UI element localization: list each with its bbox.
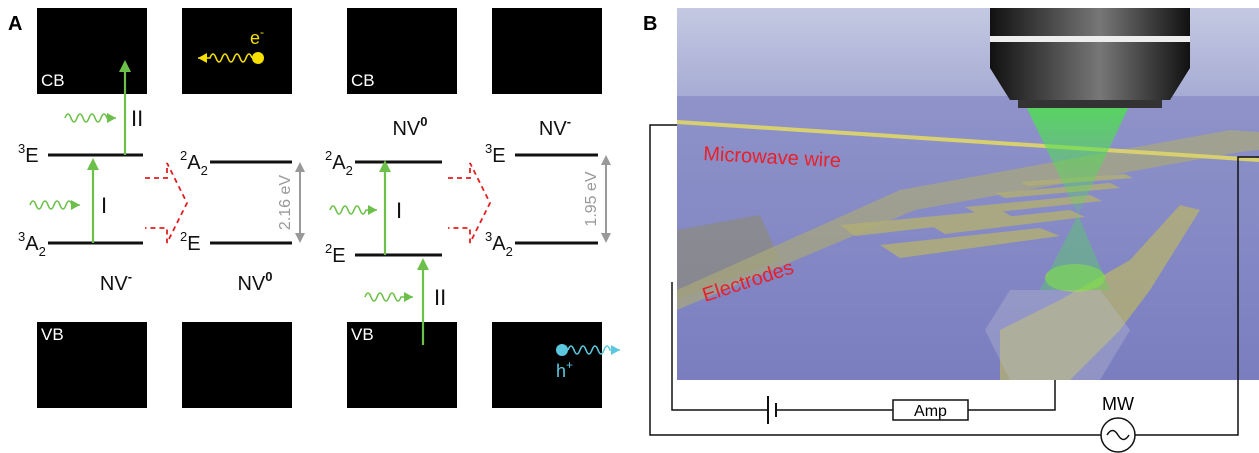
superscript: 3: [485, 141, 492, 156]
base: A: [25, 233, 39, 255]
arrowhead: [417, 258, 429, 270]
superscript: -: [260, 25, 264, 39]
gap-label: 1.95 eV: [583, 171, 600, 226]
superscript: 3: [18, 141, 25, 156]
subscript: 2: [506, 244, 513, 259]
level-label: 2E: [325, 241, 346, 267]
state-name: NV-: [100, 269, 132, 295]
superscript: 2: [180, 229, 187, 244]
amp-label: Amp: [914, 403, 947, 420]
superscript: 0: [420, 114, 427, 129]
level-label: 3A2: [18, 229, 46, 259]
level-label: 3E: [485, 141, 506, 167]
band-label: VB: [351, 325, 374, 344]
state-name: NV0: [237, 269, 272, 295]
superscript: -: [567, 114, 571, 129]
base: A: [492, 233, 506, 255]
band-box: [182, 8, 292, 94]
level-label: 2A2: [325, 148, 353, 178]
hole: [556, 344, 568, 356]
base: NV: [237, 273, 265, 295]
band-box: [182, 322, 292, 408]
base: E: [25, 145, 38, 167]
subscript: 2: [39, 244, 46, 259]
level-label: 3E: [18, 141, 39, 167]
electron: [252, 52, 264, 64]
base: NV: [392, 118, 420, 140]
base: E: [332, 245, 345, 267]
superscript: +: [566, 358, 573, 372]
state-name: NV0: [392, 114, 427, 140]
superscript: 3: [485, 229, 492, 244]
arrowhead: [368, 205, 377, 215]
superscript: -: [128, 269, 132, 284]
base: A: [187, 152, 201, 174]
superscript: 2: [180, 148, 187, 163]
superscript: 2: [325, 241, 332, 256]
level-label: 2E: [180, 229, 201, 255]
band-box: [492, 8, 602, 94]
arrowhead: [87, 158, 99, 170]
base: h: [556, 361, 566, 381]
panel-label: A: [8, 13, 22, 35]
base: NV: [539, 118, 567, 140]
base: E: [492, 145, 505, 167]
panel-label: B: [643, 13, 657, 35]
scene: [677, 8, 1259, 380]
mw-label: MW: [1102, 394, 1134, 414]
band-box: [492, 322, 602, 408]
gap-label: 2.16 eV: [277, 175, 294, 230]
subscript: 2: [346, 163, 353, 178]
level-label: 2A2: [180, 148, 208, 178]
arrowhead: [611, 345, 620, 355]
step-label: I: [101, 193, 107, 218]
superscript: 3: [18, 229, 25, 244]
arrowhead: [107, 113, 116, 123]
step-label: II: [131, 106, 143, 131]
level-label: 3A2: [485, 229, 513, 259]
band-label: VB: [41, 325, 64, 344]
step-label: I: [396, 198, 402, 223]
band-label: CB: [351, 71, 375, 90]
base: e: [250, 28, 260, 48]
base: NV: [100, 273, 128, 295]
base: A: [332, 152, 346, 174]
state-name: NV-: [539, 114, 571, 140]
superscript: 0: [265, 269, 272, 284]
subscript: 2: [201, 163, 208, 178]
superscript: 2: [325, 148, 332, 163]
band-label: CB: [41, 71, 65, 90]
base: E: [187, 233, 200, 255]
figure: A CBCBVBVB 3E3A2NV-2A22ENV02.16 eV2A22EN…: [0, 0, 1259, 453]
arrowhead: [71, 200, 80, 210]
step-label: II: [434, 285, 446, 310]
process-arrow: [448, 163, 490, 243]
arrowhead: [404, 292, 413, 302]
